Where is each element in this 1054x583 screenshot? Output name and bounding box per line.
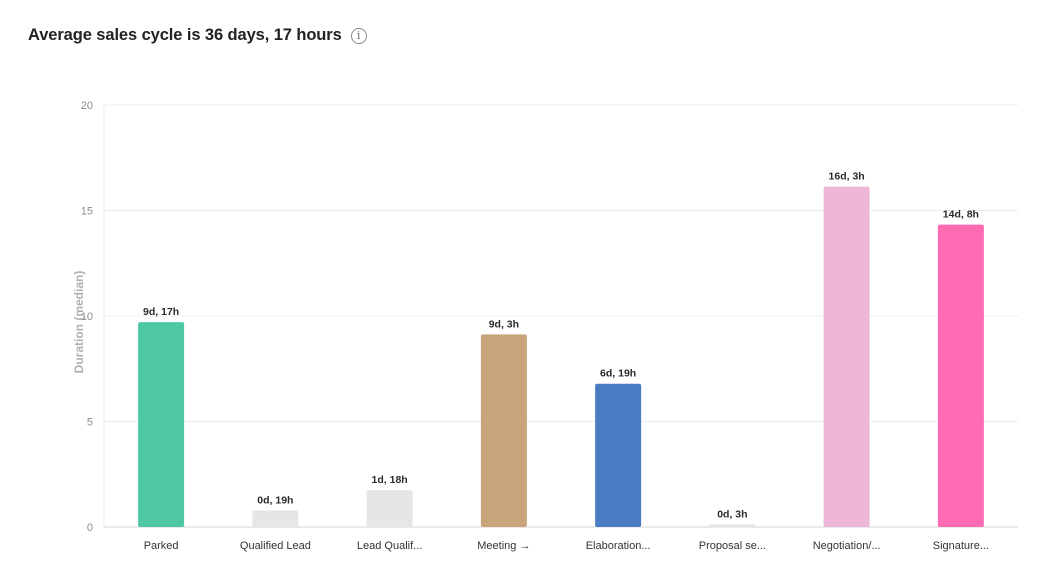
x-tick-label: Lead Qualif... bbox=[357, 540, 422, 552]
y-tick-label: 10 bbox=[81, 311, 93, 323]
x-tick-label: Qualified Lead bbox=[240, 540, 311, 552]
data-label: 14d, 8h bbox=[943, 209, 979, 221]
data-label: 16d, 3h bbox=[829, 171, 865, 183]
bar[interactable] bbox=[709, 524, 756, 527]
data-label: 1d, 18h bbox=[372, 474, 408, 486]
y-tick-label: 5 bbox=[87, 417, 93, 429]
bar[interactable] bbox=[252, 510, 299, 527]
x-tick-label: Parked bbox=[144, 540, 179, 552]
data-label: 6d, 19h bbox=[600, 368, 636, 380]
bar[interactable] bbox=[138, 322, 185, 527]
bar[interactable] bbox=[937, 224, 984, 527]
data-label: 9d, 3h bbox=[489, 318, 519, 330]
y-tick-label: 0 bbox=[87, 522, 93, 534]
bar[interactable] bbox=[366, 490, 413, 527]
x-tick-label: Negotiation/... bbox=[813, 540, 881, 552]
x-tick-label: Elaboration... bbox=[586, 540, 651, 552]
data-label: 0d, 19h bbox=[257, 494, 293, 506]
bar[interactable] bbox=[480, 334, 527, 527]
chart-header: Average sales cycle is 36 days, 17 hours… bbox=[28, 26, 367, 45]
y-tick-label: 15 bbox=[81, 206, 93, 218]
x-tick-label: Proposal se... bbox=[699, 540, 766, 552]
y-axis-title: Duration (median) bbox=[72, 271, 86, 374]
x-tick-label: Signature... bbox=[933, 540, 989, 552]
bar[interactable] bbox=[823, 186, 870, 528]
bar[interactable] bbox=[595, 383, 642, 527]
data-label: 0d, 3h bbox=[717, 508, 747, 520]
x-tick-label: Meeting → bbox=[477, 540, 530, 552]
info-icon[interactable]: i bbox=[350, 27, 367, 44]
chart-title: Average sales cycle is 36 days, 17 hours bbox=[28, 26, 342, 44]
data-label: 9d, 17h bbox=[143, 306, 179, 318]
y-tick-label: 20 bbox=[81, 100, 93, 112]
